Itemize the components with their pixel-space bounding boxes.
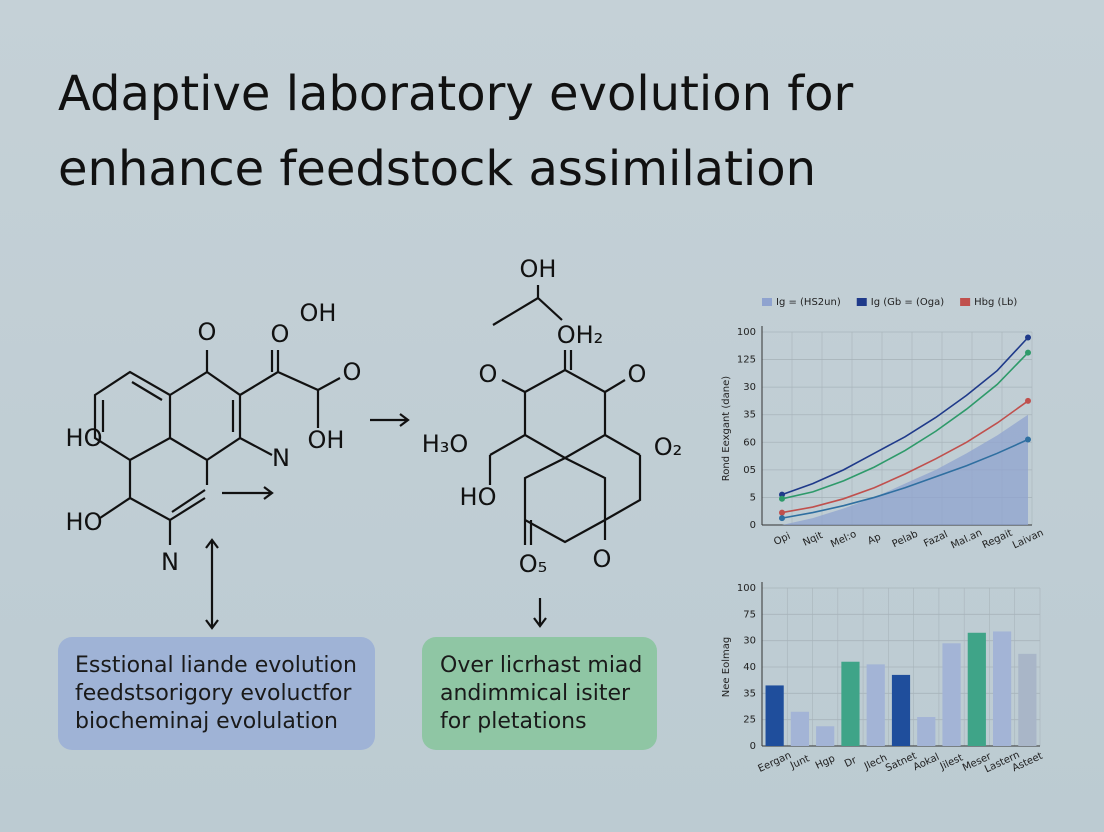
y-tick-label: 100 (737, 583, 756, 594)
atom-label: HO (66, 424, 103, 452)
legend-label: Ig (Gb = (Oga) (871, 297, 944, 308)
y-tick-label: 0 (750, 741, 756, 752)
legend-swatch (856, 298, 867, 306)
x-tick-label: Pelab (891, 529, 920, 550)
x-tick-label: Dr (843, 755, 859, 770)
atom-label: N (272, 444, 290, 472)
bonds (93, 285, 642, 630)
x-tick-label: Fazal (922, 529, 949, 550)
x-tick-label: Regait (981, 528, 1015, 551)
y-axis-label: Rond Eexgant (dane) (721, 376, 732, 481)
atom-label: O (198, 318, 217, 346)
info-box (58, 637, 375, 750)
x-tick-label: Opi (772, 531, 792, 548)
bar (790, 711, 810, 746)
y-tick-label: 40 (743, 662, 756, 673)
legend-label: Hbg (Lb) (974, 297, 1017, 308)
x-tick-label: Ap (866, 532, 883, 548)
y-tick-label: 05 (743, 465, 756, 476)
bar (942, 643, 961, 746)
x-tick-label: Junt (788, 753, 811, 772)
legend-swatch (960, 298, 971, 306)
box-text: feedstsorigory evoluctfor (75, 681, 352, 706)
y-axis-label: Nee Eolmag (721, 637, 732, 697)
atom-label: OH₂ (557, 321, 604, 349)
y-tick-label: 75 (743, 609, 756, 620)
line (781, 400, 1029, 514)
x-tick-label: Jlech (862, 752, 889, 772)
legend-label: Ig = (HS2un) (776, 297, 841, 308)
atom-label: H₃O (422, 430, 469, 458)
point (779, 491, 785, 498)
atom-label: O (343, 358, 362, 386)
area (782, 414, 1028, 525)
atom-label: O₂ (654, 433, 683, 461)
box-text: andimmical isiter (440, 681, 631, 706)
point (779, 515, 785, 522)
y-tick-label: 100 (737, 327, 756, 338)
atom-label: OH (300, 299, 337, 327)
box-text: Over licrhast miad (440, 653, 642, 678)
x-tick-label: Nqit (801, 530, 824, 549)
y-tick-label: 35 (743, 410, 756, 421)
box-text: biocheminaj evolulation (75, 709, 338, 734)
x-tick-label: Mal.an (949, 527, 984, 551)
line (781, 352, 1029, 500)
point (1025, 349, 1031, 356)
bar (1018, 653, 1037, 746)
atom-label: N (161, 548, 179, 576)
info-box (422, 637, 657, 750)
line (781, 336, 1029, 496)
y-tick-label: 125 (737, 355, 756, 366)
atom-label: OH (520, 255, 557, 283)
x-tick-label: Mel:o (829, 529, 858, 550)
point (1025, 334, 1031, 341)
x-tick-label: Aokal (912, 752, 941, 774)
bar (967, 632, 986, 746)
x-tick-label: Jilest (938, 752, 965, 772)
legend-swatch (762, 298, 772, 306)
x-tick-label: Hgp (814, 753, 837, 772)
atom-label: O (628, 360, 647, 388)
title-line: Adaptive laboratory evolution for (58, 66, 854, 122)
y-tick-label: 30 (743, 382, 756, 393)
y-tick-label: 30 (743, 636, 756, 647)
bar (917, 717, 936, 746)
atom-label: O (271, 320, 290, 348)
bar (765, 685, 784, 746)
title-line: enhance feedstock assimilation (58, 141, 816, 197)
atom-label: O (479, 360, 498, 388)
y-tick-label: 0 (750, 520, 756, 531)
y-tick-label: 60 (743, 437, 756, 448)
point (779, 509, 785, 516)
bar (866, 664, 885, 746)
box-text: Esstional liande evolution (75, 653, 357, 678)
bar (841, 661, 860, 746)
x-tick-label: Laivan (1011, 528, 1045, 552)
box-text: for pletations (440, 709, 587, 734)
atom-label: OH (308, 426, 345, 454)
y-tick-label: 5 (750, 492, 756, 503)
x-tick-label: Eergan (757, 750, 794, 775)
y-tick-label: 25 (743, 715, 756, 726)
atom-label: HO (460, 483, 497, 511)
y-tick-label: 35 (743, 688, 756, 699)
point (779, 495, 785, 502)
line (781, 438, 1029, 519)
atom-label: O₅ (519, 550, 548, 578)
atom-label: HO (66, 508, 103, 536)
point (1025, 397, 1031, 404)
bar (891, 674, 911, 746)
atom-label: O (593, 545, 612, 573)
bar (816, 726, 835, 746)
point (1025, 436, 1031, 443)
bar (992, 631, 1012, 746)
